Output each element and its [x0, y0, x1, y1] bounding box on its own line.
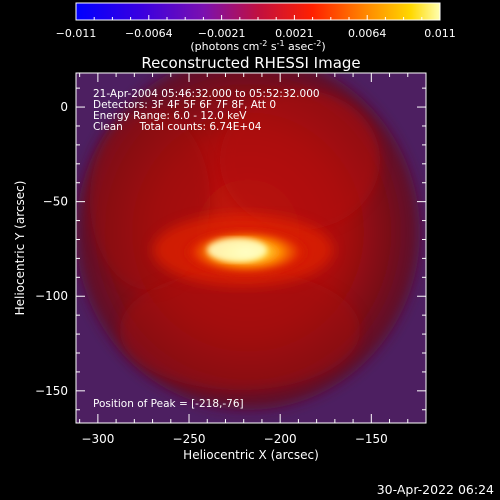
peak-label: Position of Peak = [-218,-76] [93, 398, 244, 410]
colorbar-unit-label: (photons cm-2 s-1 asec-2) [190, 39, 325, 53]
x-tick-label: −150 [355, 432, 388, 446]
colorbar-tick-label: 0.0021 [275, 27, 314, 40]
x-axis-ticks: −300 −250 −200 −150 [79, 73, 427, 446]
x-tick-label: −300 [81, 432, 114, 446]
colorbar-tick-label: −0.011 [56, 27, 97, 40]
colorbar-tick-label: 0.0064 [348, 27, 387, 40]
x-axis-label: Heliocentric X (arcsec) [183, 448, 319, 462]
annotation-energy: Energy Range: 6.0 - 12.0 keV [93, 110, 247, 122]
annotation-clean: Clean Total counts: 6.74E+04 [93, 121, 262, 133]
annotation-block: 21-Apr-2004 05:46:32.000 to 05:52:32.000… [93, 88, 320, 133]
x-tick-label: −200 [264, 432, 297, 446]
y-tick-label: −100 [35, 289, 68, 303]
y-tick-label: 0 [60, 100, 68, 114]
annotation-time: 21-Apr-2004 05:46:32.000 to 05:52:32.000 [93, 88, 320, 100]
annotation-detectors: Detectors: 3F 4F 5F 6F 7F 8F, Att 0 [93, 99, 276, 111]
colorbar-ticks: −0.011 −0.0064 −0.0021 0.0021 0.0064 0.011 [56, 15, 456, 40]
plot-frame [75, 72, 427, 424]
colorbar-tick-label: −0.0021 [198, 27, 246, 40]
y-tick-label: −150 [35, 384, 68, 398]
x-tick-label: −250 [173, 432, 206, 446]
chart-title: Reconstructed RHESSI Image [141, 54, 360, 72]
colorbar-tick-label: −0.0064 [125, 27, 173, 40]
y-axis-ticks: 0 −50 −100 −150 [35, 87, 426, 411]
y-axis-label: Heliocentric Y (arcsec) [13, 181, 27, 316]
y-tick-label: −50 [43, 195, 68, 209]
timestamp: 30-Apr-2022 06:24 [377, 482, 494, 497]
colorbar-tick-label: 0.011 [424, 27, 456, 40]
heatmap-image [76, 73, 426, 423]
